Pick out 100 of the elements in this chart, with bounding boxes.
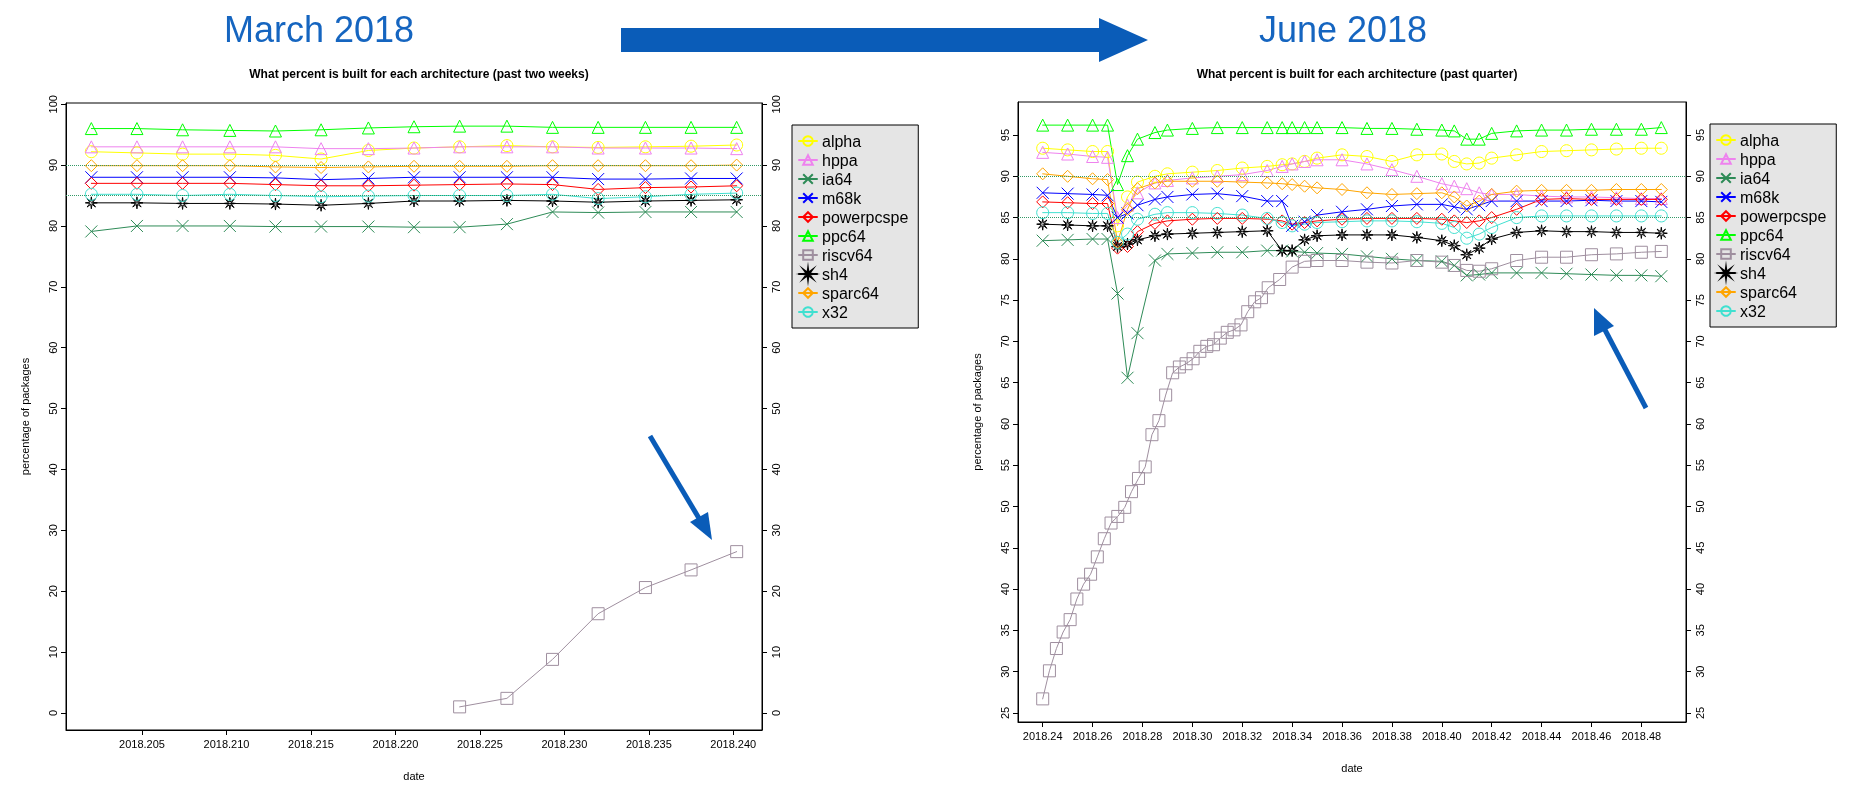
point (1260, 159, 1274, 173)
point (130, 146, 144, 160)
point (1410, 122, 1424, 136)
point (1148, 207, 1162, 221)
point (1086, 219, 1100, 233)
point (1447, 154, 1461, 168)
point (1510, 254, 1524, 268)
point (1275, 121, 1289, 135)
point (1435, 212, 1449, 226)
legend-label: sh4 (822, 265, 848, 283)
x-tick-label: 2018.36 (1322, 729, 1362, 742)
point (1036, 141, 1050, 155)
point (453, 194, 467, 208)
point (1260, 176, 1274, 190)
point (407, 159, 421, 173)
point (1086, 118, 1100, 132)
point (223, 147, 237, 161)
point (1241, 305, 1255, 319)
point (268, 171, 282, 185)
point (1061, 206, 1075, 220)
legend-label: ppc64 (1740, 226, 1784, 244)
point (1077, 577, 1091, 591)
point (223, 196, 237, 210)
point (1472, 264, 1486, 278)
legend-label: powerpcspe (822, 208, 909, 226)
point (591, 182, 605, 196)
point (500, 159, 514, 173)
x-tick-label: 2018.40 (1421, 729, 1462, 742)
point (1104, 516, 1118, 530)
point (1472, 241, 1486, 255)
point (1210, 121, 1224, 135)
point (1472, 198, 1486, 212)
point (407, 220, 421, 234)
y-tick-label: 40 (998, 582, 1011, 596)
point (361, 160, 375, 174)
point (176, 123, 190, 137)
point (1385, 252, 1399, 266)
point (1148, 229, 1162, 243)
point (730, 142, 744, 156)
point (1159, 388, 1173, 402)
point (500, 691, 514, 705)
point (223, 176, 237, 190)
y-tick-label: 50 (46, 402, 59, 415)
point (1210, 174, 1224, 188)
point (1086, 187, 1100, 201)
point (1185, 165, 1199, 179)
point (546, 652, 560, 666)
point (1210, 164, 1224, 178)
legend-label: ia64 (1740, 169, 1771, 187)
y2-tick-label: 95 (1693, 128, 1706, 142)
y2-tick-label: 100 (769, 95, 782, 114)
point (1634, 183, 1648, 197)
point (1273, 273, 1287, 286)
point (361, 171, 375, 185)
point (1335, 121, 1349, 135)
y-tick-label: 55 (998, 459, 1011, 472)
point (1485, 266, 1499, 280)
y-tick-label: 75 (998, 294, 1011, 307)
point (1385, 228, 1399, 242)
point (1535, 266, 1549, 280)
y2-tick-label: 80 (1693, 252, 1706, 265)
legend-label: x32 (1740, 302, 1766, 320)
point (407, 120, 421, 134)
point (1510, 202, 1524, 216)
point (1298, 245, 1312, 259)
point (84, 187, 98, 201)
point (1210, 245, 1224, 259)
point (84, 140, 98, 154)
point (1227, 323, 1241, 337)
point (1298, 179, 1312, 193)
point (268, 140, 282, 154)
point (84, 196, 98, 210)
point (1111, 178, 1125, 192)
y2-tick-label: 60 (769, 341, 782, 354)
point (1609, 183, 1623, 197)
point (1275, 194, 1289, 208)
point (1298, 121, 1312, 135)
point (130, 159, 144, 173)
point (84, 176, 98, 190)
point (1360, 228, 1374, 242)
point (1310, 246, 1324, 260)
point (1310, 181, 1324, 195)
point (1485, 211, 1499, 225)
point (1460, 157, 1474, 171)
point (1435, 216, 1449, 230)
point (1410, 211, 1424, 225)
x-axis-title: date (1341, 761, 1363, 774)
legend-label: powerpcspe (1740, 207, 1827, 225)
point (1210, 211, 1224, 225)
point (1560, 225, 1574, 239)
chart-title: June 2018 (1258, 8, 1428, 50)
point (1130, 198, 1144, 212)
point (1121, 198, 1134, 212)
point (1186, 352, 1200, 366)
y-tick-label: 80 (46, 219, 59, 233)
point (1447, 200, 1461, 214)
y2-tick-label: 75 (1693, 294, 1706, 307)
point (176, 176, 190, 190)
point (1410, 148, 1424, 162)
point (1385, 256, 1399, 270)
